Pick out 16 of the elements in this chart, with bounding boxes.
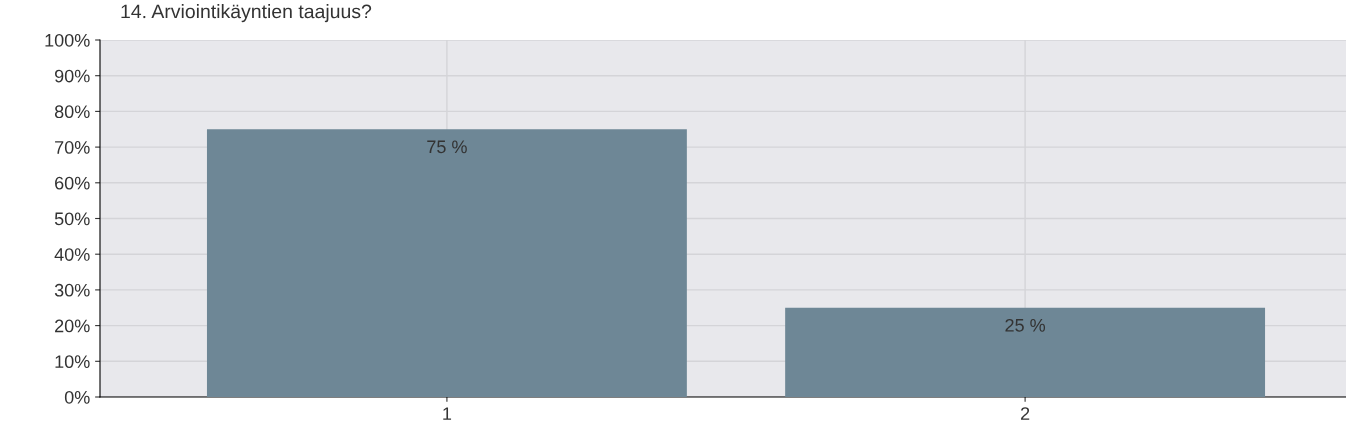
x-tick-label: 2	[1020, 407, 1030, 420]
y-tick-label: 100%	[45, 33, 90, 47]
chart-title: 14. Arviointikäyntien taajuus?	[121, 4, 372, 23]
y-tick-label: 0%	[64, 390, 90, 404]
y-tick-label: 70%	[55, 141, 90, 154]
y-tick-label: 90%	[54, 69, 90, 83]
x-tick-label: 1	[443, 407, 452, 420]
y-tick-label: 40%	[54, 248, 90, 261]
y-tick-label: 60%	[55, 176, 90, 190]
y-tick-label: 10%	[55, 355, 90, 369]
data-label: 75 %	[427, 140, 467, 154]
y-tick-label: 30%	[54, 283, 90, 297]
y-tick-label: 20%	[55, 319, 90, 333]
data-label: 25 %	[1005, 318, 1046, 332]
y-tick-label: 50%	[54, 212, 90, 226]
y-tick-label: 80%	[54, 105, 90, 119]
